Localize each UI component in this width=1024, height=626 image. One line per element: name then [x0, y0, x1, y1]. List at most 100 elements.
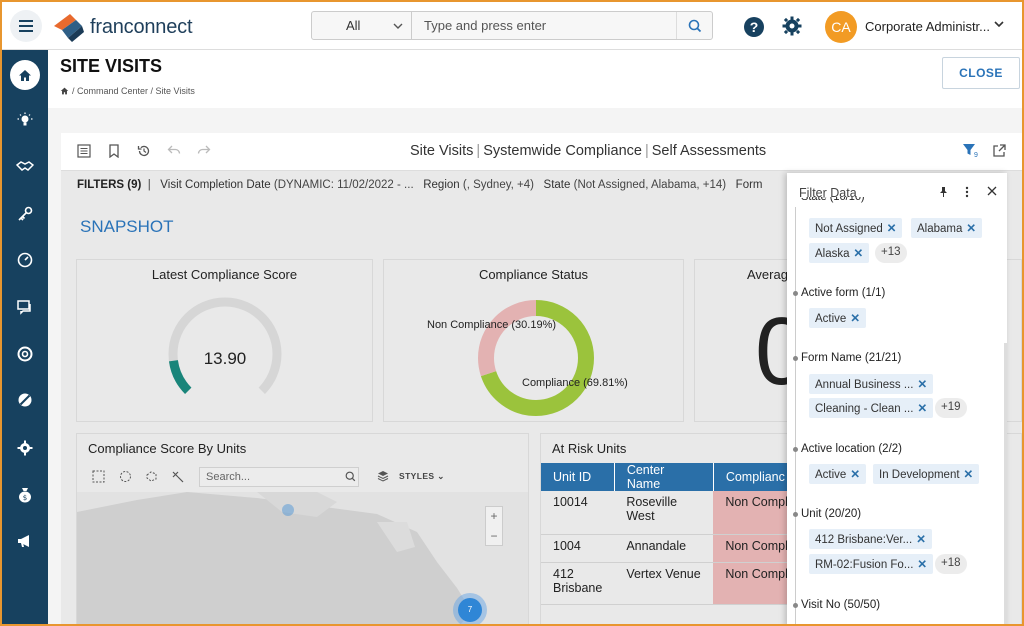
remove-chip-icon[interactable]: ✕	[853, 248, 864, 260]
remove-chip-icon[interactable]: ✕	[916, 534, 926, 546]
more-chips-badge[interactable]: +18	[935, 554, 967, 574]
tab-self-assessments[interactable]: Self Assessments	[651, 143, 767, 159]
sidebar-item-settings[interactable]	[13, 436, 37, 460]
sidebar-item-home[interactable]	[10, 60, 40, 90]
close-button[interactable]: CLOSE	[942, 57, 1020, 89]
menu-icon[interactable]	[10, 10, 42, 42]
filter-chip[interactable]: Active ✕	[809, 308, 866, 328]
column-header[interactable]: Complianc	[713, 463, 824, 491]
table-row[interactable]: 1004 Annandale Non Compl	[541, 534, 824, 563]
search-icon[interactable]	[345, 471, 356, 482]
close-icon[interactable]	[987, 186, 997, 196]
filter-chip[interactable]: Not Assigned ✕	[809, 218, 903, 238]
clear-selection-icon[interactable]	[171, 470, 184, 483]
filter-timeline	[795, 207, 796, 624]
visit-filter-label: Visit Completion Date	[160, 179, 271, 191]
breadcrumb-path[interactable]: / Command Center / Site Visits	[72, 86, 195, 96]
styles-dropdown[interactable]: STYLES ⌄	[399, 471, 445, 482]
sidebar-item-support[interactable]	[13, 342, 37, 366]
sidebar-item-performance[interactable]	[13, 248, 37, 272]
filter-chip[interactable]: In Development ✕	[873, 464, 980, 484]
remove-chip-icon[interactable]: ✕	[850, 469, 860, 481]
redo-icon[interactable]	[197, 144, 211, 156]
zoom-out-button[interactable]: −	[490, 529, 498, 543]
unit-section-label[interactable]: Unit (20/20)	[801, 508, 862, 520]
map-search-input[interactable]: Search...	[199, 467, 359, 487]
remove-chip-icon[interactable]: ✕	[966, 223, 977, 235]
filter-chip[interactable]: 412 Brisbane:Ver... ✕	[809, 529, 932, 549]
compliance-label: Compliance (69.81%)	[522, 377, 628, 389]
list-view-icon[interactable]	[77, 144, 91, 158]
more-options-icon[interactable]	[965, 186, 969, 198]
logo-text: franconnect	[90, 15, 193, 38]
select-box-icon[interactable]	[92, 470, 105, 483]
sidebar-item-messages[interactable]	[13, 295, 37, 319]
share-icon[interactable]	[992, 144, 1007, 158]
filter-chip[interactable]: Active ✕	[809, 464, 866, 484]
visit-filter-value: (DYNAMIC: 11/02/2022 - ...	[273, 179, 414, 191]
chevron-down-icon[interactable]	[994, 21, 1004, 27]
remove-chip-icon[interactable]: ✕	[850, 313, 860, 325]
visit-no-section-label[interactable]: Visit No (50/50)	[801, 599, 881, 611]
filter-panel-scrollbar[interactable]	[1004, 343, 1007, 624]
logo[interactable]: franconnect	[52, 12, 193, 42]
filter-chip[interactable]: Alaska ✕	[809, 243, 870, 263]
sidebar-item-marketing[interactable]	[13, 529, 37, 553]
layers-icon[interactable]	[377, 470, 389, 482]
gauge-fill	[168, 359, 192, 394]
more-chips-badge[interactable]: +19	[935, 398, 967, 418]
tab-site-visits[interactable]: Site Visits	[410, 143, 474, 159]
remove-chip-icon[interactable]: ✕	[886, 223, 897, 235]
remove-chip-icon[interactable]: ✕	[917, 403, 928, 415]
chip-label: Cleaning - Clean ...	[815, 403, 914, 415]
chip-label: In Development	[879, 469, 960, 481]
map-cluster[interactable]: 7	[453, 593, 487, 624]
map-marker[interactable]	[282, 504, 294, 516]
filter-chip[interactable]: Alabama ✕	[911, 218, 983, 238]
search-button[interactable]	[676, 12, 712, 39]
avatar[interactable]: CA	[825, 11, 857, 43]
help-icon[interactable]: ?	[744, 17, 764, 37]
remove-chip-icon[interactable]: ✕	[963, 469, 974, 481]
search-scope-select[interactable]: All	[312, 12, 412, 39]
cluster-count: 7	[458, 598, 482, 622]
table-row[interactable]: 10014 Roseville West Non Compl	[541, 491, 824, 535]
card-title: Compliance Status	[478, 267, 589, 282]
sidebar-item-ideas[interactable]	[13, 108, 37, 132]
filter-chip[interactable]: Cleaning - Clean ... ✕	[809, 398, 934, 418]
column-header[interactable]: Center Name	[614, 463, 714, 491]
select-circle-icon[interactable]	[119, 470, 132, 483]
filter-chip[interactable]: RM-02:Fusion Fo... ✕	[809, 554, 934, 574]
user-name[interactable]: Corporate Administr...	[865, 19, 990, 34]
home-icon[interactable]	[60, 87, 69, 95]
remove-chip-icon[interactable]: ✕	[917, 379, 928, 391]
score-value: 13.90	[204, 349, 247, 368]
map-canvas[interactable]: + − 7	[77, 492, 528, 624]
pin-icon[interactable]	[939, 187, 948, 197]
remove-chip-icon[interactable]: ✕	[917, 559, 928, 571]
sidebar-item-health[interactable]	[13, 388, 37, 412]
column-header[interactable]: Unit ID	[541, 463, 615, 491]
svg-text:$: $	[23, 494, 27, 502]
sidebar-item-access[interactable]	[13, 202, 37, 226]
zoom-in-button[interactable]: +	[490, 509, 498, 523]
sidebar-item-partners[interactable]	[13, 155, 37, 179]
tab-systemwide-compliance[interactable]: Systemwide Compliance	[483, 143, 642, 159]
non-compliance-label: Non Compliance (30.19%)	[427, 319, 557, 331]
settings-icon[interactable]	[782, 16, 802, 41]
select-lasso-icon[interactable]	[145, 470, 158, 483]
sidebar-item-finance[interactable]: $	[13, 483, 37, 507]
form-name-section-label[interactable]: Form Name (21/21)	[801, 352, 902, 364]
styles-label: STYLES	[399, 471, 435, 481]
donut-slice-non-compliance[interactable]	[478, 300, 594, 416]
history-icon[interactable]	[137, 144, 151, 158]
table-row[interactable]: 412 Brisbane Vertex Venue Non Compl	[541, 562, 824, 605]
undo-icon[interactable]	[167, 144, 181, 156]
active-form-section-label[interactable]: Active form (1/1)	[801, 287, 886, 299]
filter-chip[interactable]: Annual Business ... ✕	[809, 374, 934, 394]
search-input[interactable]: Type and press enter	[424, 18, 547, 33]
more-chips-badge[interactable]: +13	[875, 243, 907, 263]
active-location-section-label[interactable]: Active location (2/2)	[801, 443, 902, 455]
filter-button[interactable]: 9	[962, 143, 978, 162]
bookmark-icon[interactable]	[108, 144, 120, 158]
